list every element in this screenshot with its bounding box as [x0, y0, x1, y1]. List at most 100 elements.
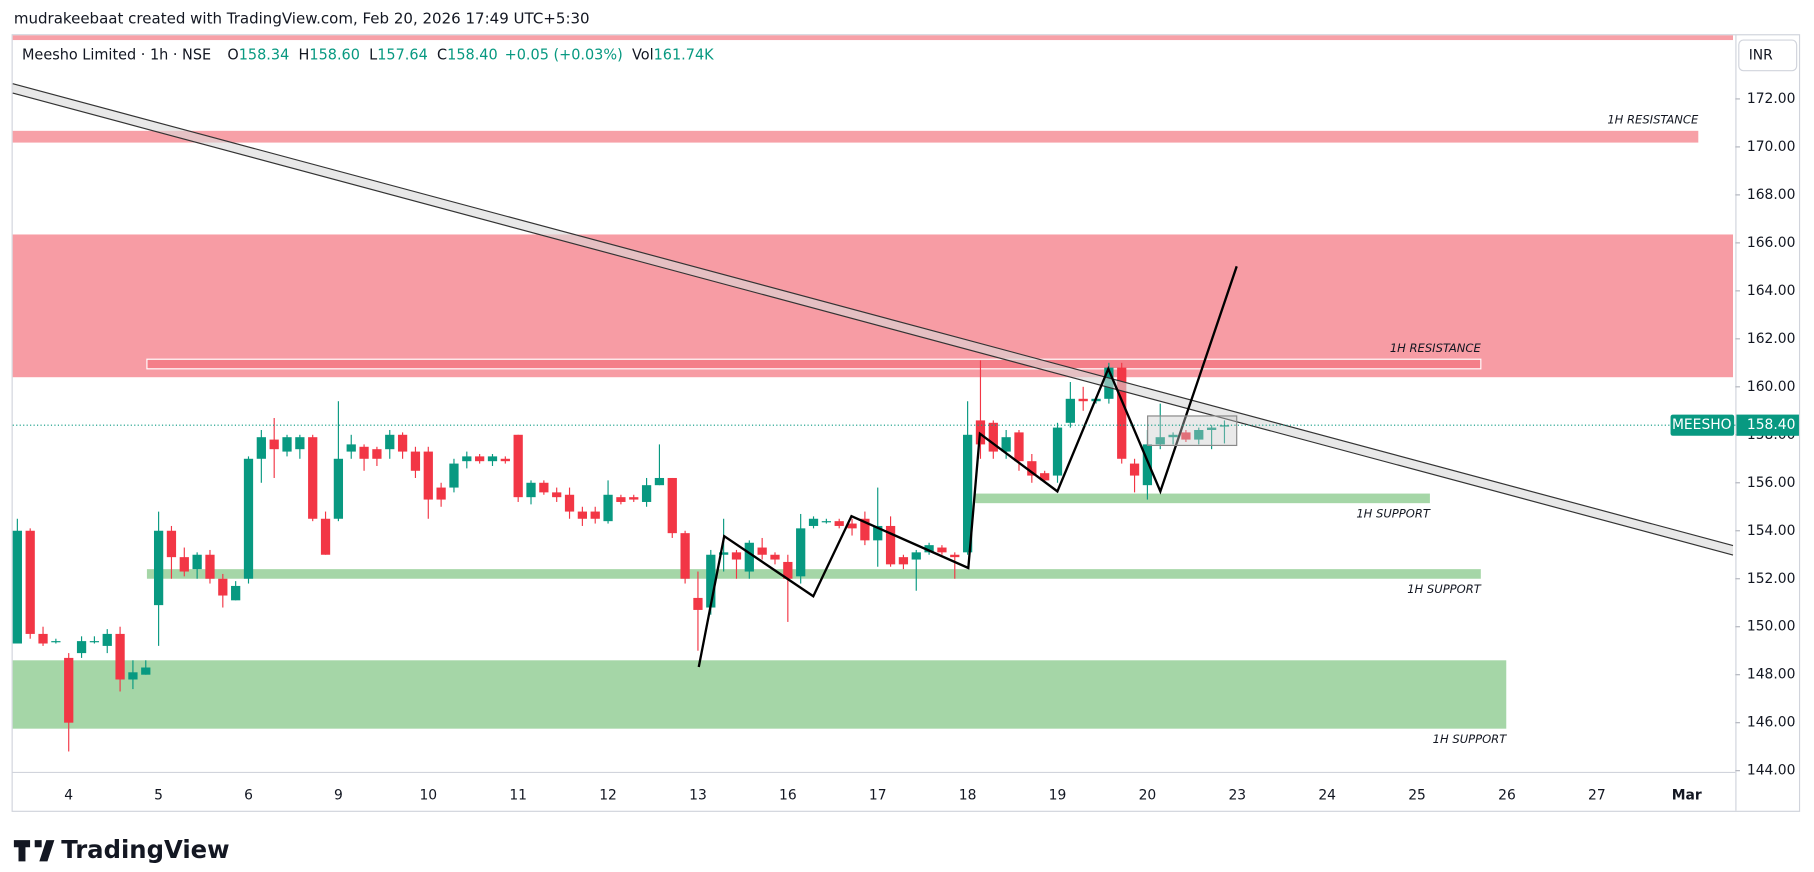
price-tag-value: 158.40 [1747, 417, 1796, 433]
x-tick-label: 13 [689, 787, 707, 803]
x-tick-label: 19 [1049, 787, 1067, 803]
volume-value: 161.74K [654, 46, 714, 63]
candle-body [719, 552, 729, 555]
pattern-drawing [697, 265, 1238, 668]
candle-body [834, 521, 844, 526]
candle-body [590, 511, 600, 519]
attribution: mudrakeebaat created with TradingView.co… [14, 9, 590, 27]
candle-body [526, 482, 536, 498]
candle-body [1181, 432, 1191, 440]
candle-body [1194, 429, 1204, 440]
candle-body [192, 554, 202, 570]
candle-body [552, 492, 562, 498]
candle-body [1078, 398, 1088, 402]
x-tick-label: Mar [1672, 787, 1702, 803]
y-tick-label: 144.00 [1747, 763, 1796, 779]
candle-body [962, 434, 973, 553]
candle-body [539, 482, 549, 493]
field-key: L [369, 46, 378, 63]
candle-body [603, 494, 613, 522]
candle-body [179, 557, 189, 572]
frame [11, 34, 1801, 812]
zone [146, 569, 1481, 579]
field-key: H [299, 46, 310, 63]
y-tick-label: 146.00 [1747, 715, 1796, 731]
zone-label: 1H SUPPORT [1407, 582, 1481, 596]
x-tick-label: 27 [1588, 787, 1606, 803]
candle-body [1206, 427, 1217, 430]
price-tag-box [1736, 414, 1799, 436]
zone [12, 234, 1734, 378]
zone-label: 1H RESISTANCE [1390, 341, 1482, 355]
candle-body [308, 437, 318, 519]
x-tick-label: 6 [244, 787, 253, 803]
candle-body [783, 561, 793, 579]
candle-body [1219, 425, 1230, 427]
x-tick-label: 10 [419, 787, 437, 803]
x-tick-label: 5 [154, 787, 163, 803]
y-tick-label: 148.00 [1747, 667, 1796, 683]
legend-header: Meesho Limited · 1h · NSE O158.34 H158.60… [22, 46, 714, 63]
candle-body [372, 449, 382, 459]
y-tick-label: 162.00 [1747, 331, 1796, 347]
candle-body [410, 451, 421, 471]
candle-body [706, 554, 716, 608]
candle-body [1155, 437, 1165, 445]
candle-body [860, 518, 870, 541]
candle-body [911, 552, 921, 560]
currency-button[interactable] [1738, 39, 1798, 72]
candle-body [924, 545, 934, 553]
zone-label: 1H RESISTANCE [1607, 113, 1699, 127]
candle-body [449, 463, 459, 488]
candle-body [141, 667, 151, 675]
candle-body [564, 494, 575, 512]
candle-body [1014, 432, 1024, 462]
trend-line-lower [12, 92, 1734, 556]
candle-body [1001, 437, 1011, 452]
candle-body [821, 521, 831, 523]
x-tick-label: 11 [509, 787, 527, 803]
x-tick-label: 4 [64, 787, 73, 803]
candle-body [12, 530, 22, 644]
candle-body [975, 420, 986, 445]
x-tick-label: 18 [959, 787, 977, 803]
y-tick-label: 152.00 [1747, 571, 1796, 587]
symbol: Meesho Limited · 1h · NSE [22, 46, 211, 63]
x-tick-label: 24 [1318, 787, 1336, 803]
field-key: O [227, 46, 238, 63]
y-tick-label: 172.00 [1747, 91, 1796, 107]
field-value: 158.60 [309, 46, 360, 63]
candle-body [475, 456, 485, 462]
candle-body [51, 641, 61, 643]
candle-body [847, 523, 857, 529]
candle-body [89, 641, 100, 643]
trend-line-upper [12, 83, 1734, 547]
currency[interactable]: INR [1749, 47, 1773, 63]
candle-body [397, 434, 408, 452]
candle-body [128, 672, 138, 680]
top-strip [12, 35, 1734, 41]
zone [146, 358, 1482, 370]
field-value: 157.64 [377, 46, 428, 63]
zone-label: 1H SUPPORT [1433, 732, 1507, 746]
brand-logo [13, 840, 55, 862]
candle-body [436, 487, 446, 500]
candle-body [346, 444, 356, 452]
candle-body [38, 633, 48, 644]
x-tick-label: 26 [1498, 787, 1516, 803]
field-key: C [437, 46, 447, 63]
trendline [12, 83, 1734, 556]
candle-body [282, 437, 292, 452]
candle-body [693, 597, 703, 610]
candle-body [205, 554, 215, 579]
x-tick-label: 12 [599, 787, 617, 803]
candle-body [218, 578, 228, 596]
y-tick-label: 150.00 [1747, 619, 1796, 635]
candle-body [1040, 473, 1050, 481]
zone [12, 130, 1699, 143]
candle-body [731, 552, 742, 560]
y-tick-label: 156.00 [1747, 475, 1796, 491]
candle-body [295, 437, 305, 450]
